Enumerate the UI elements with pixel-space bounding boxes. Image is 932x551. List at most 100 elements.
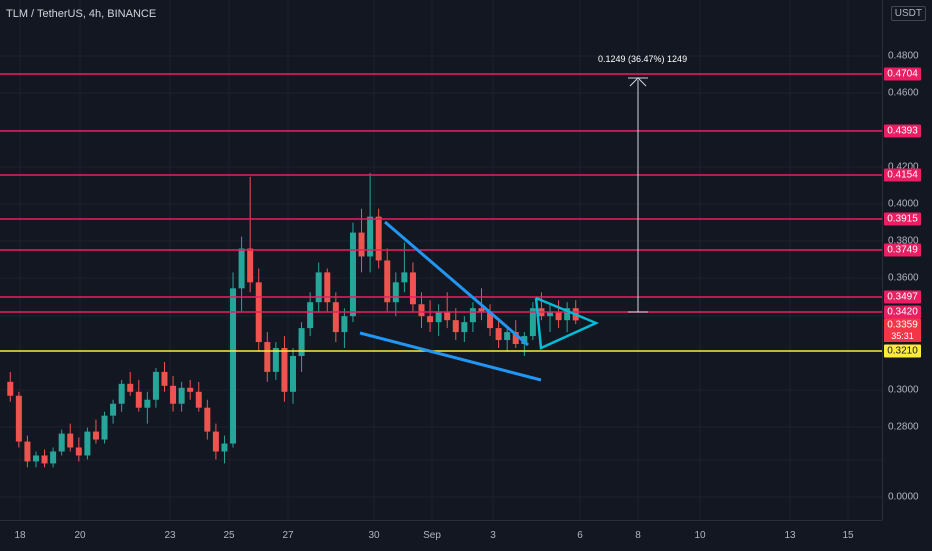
candle-body [92,431,99,440]
candle-body [230,288,237,444]
price-tick-label: 0.4800 [888,50,919,62]
price-tick-label: 0.3000 [888,384,919,396]
candle-body [529,308,536,337]
candle-body [110,403,117,416]
candle-body [135,391,142,408]
candle-body [435,312,442,323]
level-price-badge: 0.3749 [884,243,921,257]
level-price-badge: 0.3497 [884,290,921,304]
bar-countdown: 35:31 [884,331,921,342]
candle-body [375,216,382,261]
measure-label: 0.1249 (36.47%) 1249 [598,54,688,64]
candle-body [118,383,125,404]
price-tick-label: 0.4000 [888,198,919,210]
candle-body [84,431,91,456]
price-tick-label: 0.0000 [888,491,919,503]
time-tick-label: 18 [14,530,26,541]
candle-body [152,371,159,400]
candle-body [332,302,339,333]
candle-body [341,316,348,333]
time-axis[interactable] [0,520,882,551]
price-tick-label: 0.3800 [888,235,919,247]
horizontal-level-lines [0,73,882,352]
candle-body [349,232,356,317]
candle-body [204,407,211,432]
price-tick-label: 0.2800 [888,421,919,433]
candle-body [101,415,108,440]
candle-body [212,431,219,452]
time-tick-label: 25 [223,530,235,541]
time-tick-label: Sep [423,530,441,541]
price-tick-label: 0.3600 [888,272,919,284]
price-axis[interactable] [882,0,932,520]
candle-body [307,302,314,329]
candle-body [392,282,399,303]
time-tick-label: 27 [282,530,294,541]
level-price-badge: 0.3210 [884,344,921,358]
currency-unit-button[interactable]: USDT [890,6,926,21]
candle-body [409,272,416,305]
time-tick-label: 8 [635,530,641,541]
candle-body [41,455,48,464]
candle-body [195,391,202,408]
candle-body [298,328,305,356]
candle-body [58,433,65,452]
candle-body [427,316,434,323]
price-tick-label: 0.4200 [888,161,919,173]
level-price-badge: 0.3420 [884,305,921,319]
candle-body [564,308,571,321]
candle-body [495,328,502,341]
candle-body [144,399,151,408]
candle-body [367,216,374,257]
candle-body [272,348,279,372]
candle-body [161,371,168,386]
pennant-triangle[interactable] [534,296,600,350]
candle-body [504,332,511,341]
candle-body [15,395,22,442]
level-price-badge: 0.4704 [884,67,921,81]
candle-body [50,451,57,464]
candle-body [24,441,31,462]
candle-body [247,248,254,283]
level-price-badge: 0.3915 [884,212,921,226]
candle-body [487,312,494,329]
chart-grid [0,0,882,520]
time-tick-label: 3 [490,530,496,541]
candle-body [478,308,485,313]
price-tick-label: 0.4600 [888,87,919,99]
time-tick-label: 30 [368,530,380,541]
candle-body [7,381,14,396]
candle-body [418,304,425,317]
candle-body [290,355,296,392]
wedge-lower-trendline[interactable] [359,331,542,382]
wedge-upper-trendline[interactable] [384,220,529,347]
level-price-badge: 0.4154 [884,168,921,182]
candle-body [75,447,82,456]
candle-body [358,232,365,257]
candle-body [264,342,271,372]
pattern-drawings [359,77,648,382]
time-tick-label: 13 [784,530,796,541]
candle-body [67,433,74,448]
time-tick-label: 6 [577,530,583,541]
candle-body [178,387,185,404]
candle-body [281,348,288,392]
candle-body [444,312,451,321]
candle-body [170,385,177,404]
candle-body [315,272,322,303]
chart-title: TLM / TetherUS, 4h, BINANCE [6,8,157,20]
time-tick-label: 20 [74,530,86,541]
candle-body [384,260,391,303]
candle-body [401,272,408,283]
candle-body [324,272,331,303]
current-price-badge: 0.3359 [884,318,921,332]
candle-body [187,387,194,392]
candle-body [32,455,39,462]
candle-body [469,308,476,323]
candle-body [221,443,228,452]
time-tick-label: 10 [694,530,706,541]
candle-body [127,383,134,392]
candle-body [512,332,519,345]
level-price-badge: 0.4393 [884,124,921,138]
